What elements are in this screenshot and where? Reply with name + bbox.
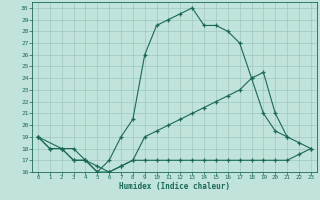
X-axis label: Humidex (Indice chaleur): Humidex (Indice chaleur) <box>119 182 230 191</box>
